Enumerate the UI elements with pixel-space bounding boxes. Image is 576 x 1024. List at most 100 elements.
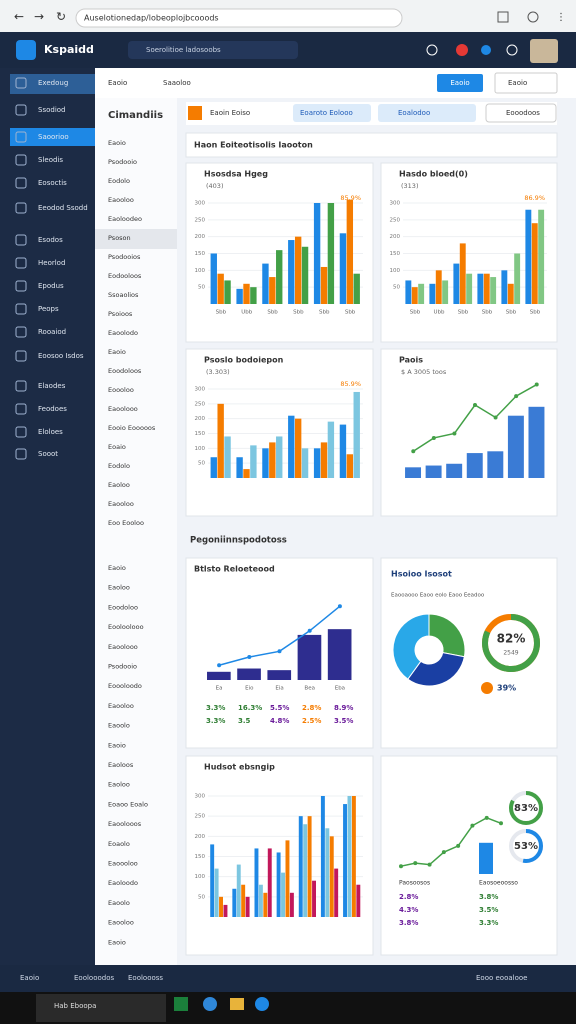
nav-item[interactable]: Saoorioo bbox=[38, 133, 69, 141]
subnav-item[interactable]: Psodooio bbox=[108, 158, 137, 166]
bar bbox=[425, 465, 442, 478]
icon[interactable] bbox=[481, 45, 491, 55]
bar bbox=[507, 283, 514, 304]
bar bbox=[346, 199, 354, 304]
filter-pill[interactable] bbox=[293, 104, 371, 122]
subnav-item[interactable]: Eoooloo bbox=[108, 386, 134, 394]
nav-item[interactable]: Eoosoo Isdos bbox=[38, 352, 84, 360]
primary-button[interactable] bbox=[437, 74, 483, 92]
subnav-item[interactable]: Eaoio bbox=[108, 564, 126, 572]
notification-icon[interactable] bbox=[456, 44, 468, 56]
subnav-item[interactable]: Eaooloo bbox=[108, 919, 134, 927]
nav-item[interactable]: Feodoes bbox=[38, 405, 67, 413]
subnav-item[interactable]: Eodooloos bbox=[108, 272, 142, 280]
subnav-item[interactable]: Eoo Eooloo bbox=[108, 519, 144, 527]
avatar[interactable] bbox=[530, 39, 558, 63]
subnav-item[interactable]: Eooio Eooooos bbox=[108, 424, 156, 432]
subnav-item[interactable]: Eoodoloos bbox=[108, 367, 142, 375]
subnav-item[interactable]: Eaoio bbox=[108, 938, 126, 946]
bar bbox=[236, 457, 243, 478]
nav-item[interactable]: Eosoctis bbox=[38, 179, 67, 187]
profile-icon[interactable] bbox=[527, 11, 539, 23]
bar bbox=[267, 848, 272, 917]
tab[interactable]: Eaoio bbox=[108, 79, 127, 87]
taskbar-search[interactable] bbox=[36, 994, 166, 1022]
filter-pill[interactable] bbox=[378, 104, 476, 122]
nav-item[interactable]: Eeodod Ssodd bbox=[38, 204, 88, 212]
subnav-item[interactable]: Eodolo bbox=[108, 177, 130, 185]
icon[interactable] bbox=[426, 44, 438, 56]
subnav-item[interactable]: Eaoloodeo bbox=[108, 215, 142, 223]
nav-item[interactable]: Elaodes bbox=[38, 382, 66, 390]
filter-label: Eoalodoo bbox=[398, 109, 430, 117]
subnav-item[interactable]: Eaoolo bbox=[108, 722, 130, 730]
ring-label: 82% bbox=[497, 632, 526, 646]
subnav-item[interactable]: Eoodoloo bbox=[108, 603, 138, 611]
subnav-item[interactable]: Eoooloodo bbox=[108, 682, 142, 690]
subnav-item[interactable]: Eodolo bbox=[108, 462, 130, 470]
nav-item[interactable]: Peops bbox=[38, 305, 59, 313]
subnav-item[interactable]: Ssoaolios bbox=[108, 291, 139, 299]
subnav-item[interactable]: Eaoio bbox=[108, 348, 126, 356]
subnav-item[interactable]: Eaoolodo bbox=[108, 329, 138, 337]
icon[interactable] bbox=[506, 44, 518, 56]
dropdown[interactable] bbox=[494, 72, 558, 94]
subnav-item[interactable]: Eoaio bbox=[108, 443, 126, 451]
nav-item[interactable]: Sleodis bbox=[38, 156, 63, 164]
legend: Eaooaooo Eaoo eolo Eaoo Eeadoo bbox=[391, 593, 485, 599]
ext-icon[interactable] bbox=[497, 11, 509, 23]
nav-item[interactable]: Heorlod bbox=[38, 259, 65, 267]
nav-item[interactable]: Exedoug bbox=[38, 79, 68, 87]
nav-item[interactable]: Ssodiod bbox=[38, 106, 66, 114]
subnav-item[interactable]: Eooloolooo bbox=[108, 623, 144, 631]
logo[interactable] bbox=[16, 40, 36, 60]
nav-item[interactable]: Epodus bbox=[38, 282, 64, 290]
footer-link[interactable]: Eoolooodos bbox=[74, 974, 115, 982]
footer-link[interactable]: Eooloooss bbox=[128, 974, 163, 982]
footer-link[interactable]: Eaoio bbox=[20, 974, 39, 982]
subnav-item[interactable]: Eaooloo bbox=[108, 500, 134, 508]
nav-item[interactable]: Rooaiod bbox=[38, 328, 66, 336]
subnav-item[interactable]: Eaoloo bbox=[108, 781, 130, 789]
widget-title: Btlsto Reloeteood bbox=[194, 565, 275, 574]
widget-subtitle: (403) bbox=[206, 182, 223, 190]
nav-item[interactable]: Sooot bbox=[38, 450, 58, 458]
subnav-item[interactable]: Eaoolooo bbox=[108, 643, 138, 651]
search-box[interactable] bbox=[128, 41, 298, 59]
menu-icon[interactable]: ⋮ bbox=[556, 12, 566, 23]
reload-button[interactable]: ↻ bbox=[56, 10, 66, 24]
subnav-item[interactable]: Eaoloos bbox=[108, 761, 134, 769]
subnav-item[interactable]: Eaoooloo bbox=[108, 860, 138, 868]
subnav-item[interactable]: Eaoio bbox=[108, 741, 126, 749]
subnav-item[interactable]: Eaoloo bbox=[108, 584, 130, 592]
app-icon[interactable] bbox=[203, 997, 217, 1011]
tab[interactable]: Saaoloo bbox=[163, 79, 191, 87]
subnav-item[interactable]: Psodooio bbox=[108, 663, 137, 671]
subnav-item[interactable]: Eaoolooo bbox=[108, 405, 138, 413]
subnav-item[interactable]: Eaoio bbox=[108, 139, 126, 147]
subnav-item[interactable]: Eoaoo Eoalo bbox=[108, 800, 148, 808]
subnav-item[interactable]: Psodooios bbox=[108, 253, 141, 261]
subnav-item[interactable]: Eoaolo bbox=[108, 840, 130, 848]
toolbar-icon[interactable] bbox=[188, 106, 202, 120]
app-icon[interactable] bbox=[174, 997, 188, 1011]
subnav-item[interactable]: Eaoloo bbox=[108, 481, 130, 489]
app-icon[interactable] bbox=[255, 997, 269, 1011]
url-box[interactable] bbox=[75, 8, 403, 28]
forward-button[interactable]: → bbox=[34, 10, 44, 24]
subnav-item[interactable]: Eaoolooos bbox=[108, 820, 142, 828]
subnav-item[interactable]: Psoioos bbox=[108, 310, 133, 318]
nav-item[interactable]: Eloloes bbox=[38, 428, 63, 436]
filter-pill[interactable] bbox=[485, 103, 557, 123]
app-icon[interactable] bbox=[230, 998, 244, 1010]
subnav-item[interactable]: Eaoloodo bbox=[108, 879, 138, 887]
bar bbox=[214, 868, 219, 917]
toolbar-item[interactable]: Eaoin Eoiso bbox=[210, 109, 250, 117]
nav-item[interactable]: Esodos bbox=[38, 236, 63, 244]
subnav-item[interactable]: Eaoolo bbox=[108, 899, 130, 907]
subnav-item[interactable]: Psoson bbox=[108, 234, 131, 242]
subnav-item[interactable]: Eaooloo bbox=[108, 702, 134, 710]
subnav-item[interactable]: Eaooloo bbox=[108, 196, 134, 204]
back-button[interactable]: ← bbox=[14, 10, 24, 24]
